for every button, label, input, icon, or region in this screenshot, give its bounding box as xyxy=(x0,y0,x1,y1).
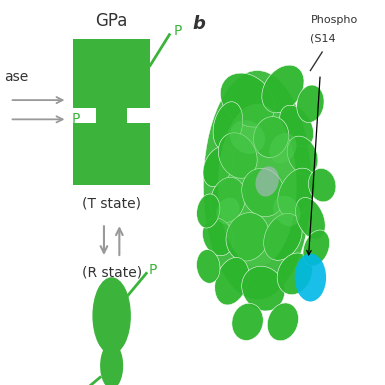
Ellipse shape xyxy=(277,253,312,295)
Ellipse shape xyxy=(216,198,239,224)
Ellipse shape xyxy=(213,102,243,150)
Text: P: P xyxy=(71,112,80,126)
Text: P: P xyxy=(148,263,157,276)
Ellipse shape xyxy=(287,136,318,175)
Ellipse shape xyxy=(230,120,265,154)
Ellipse shape xyxy=(197,194,220,228)
Ellipse shape xyxy=(303,230,330,266)
Text: P: P xyxy=(173,24,182,38)
Ellipse shape xyxy=(210,177,246,223)
Ellipse shape xyxy=(256,166,279,196)
Ellipse shape xyxy=(218,133,257,178)
Ellipse shape xyxy=(280,105,314,147)
Ellipse shape xyxy=(226,213,269,261)
Ellipse shape xyxy=(264,213,302,260)
Bar xyxy=(105,343,119,356)
Circle shape xyxy=(100,343,123,385)
Ellipse shape xyxy=(278,168,316,217)
Ellipse shape xyxy=(269,133,296,163)
Ellipse shape xyxy=(262,65,304,113)
Circle shape xyxy=(92,277,131,354)
Ellipse shape xyxy=(295,253,326,301)
Ellipse shape xyxy=(220,73,275,127)
Ellipse shape xyxy=(296,198,325,239)
Ellipse shape xyxy=(197,249,220,283)
Ellipse shape xyxy=(242,266,285,311)
Text: Phospho: Phospho xyxy=(310,15,358,25)
Ellipse shape xyxy=(253,117,289,157)
Ellipse shape xyxy=(203,147,233,187)
Bar xyxy=(73,38,150,108)
Ellipse shape xyxy=(203,218,234,256)
Ellipse shape xyxy=(308,168,336,202)
Text: b: b xyxy=(192,15,206,33)
Ellipse shape xyxy=(203,70,311,300)
Bar xyxy=(73,123,150,185)
Ellipse shape xyxy=(232,303,263,340)
Bar xyxy=(96,104,127,127)
Ellipse shape xyxy=(297,85,324,122)
Ellipse shape xyxy=(242,168,285,217)
Text: GPa: GPa xyxy=(95,12,128,30)
Ellipse shape xyxy=(267,303,298,341)
Ellipse shape xyxy=(218,104,296,266)
Text: (R state): (R state) xyxy=(82,266,142,280)
Ellipse shape xyxy=(273,196,300,226)
Text: (T state): (T state) xyxy=(82,196,141,210)
Text: (S14: (S14 xyxy=(310,33,336,44)
Text: ase: ase xyxy=(4,70,28,84)
Ellipse shape xyxy=(215,258,249,305)
